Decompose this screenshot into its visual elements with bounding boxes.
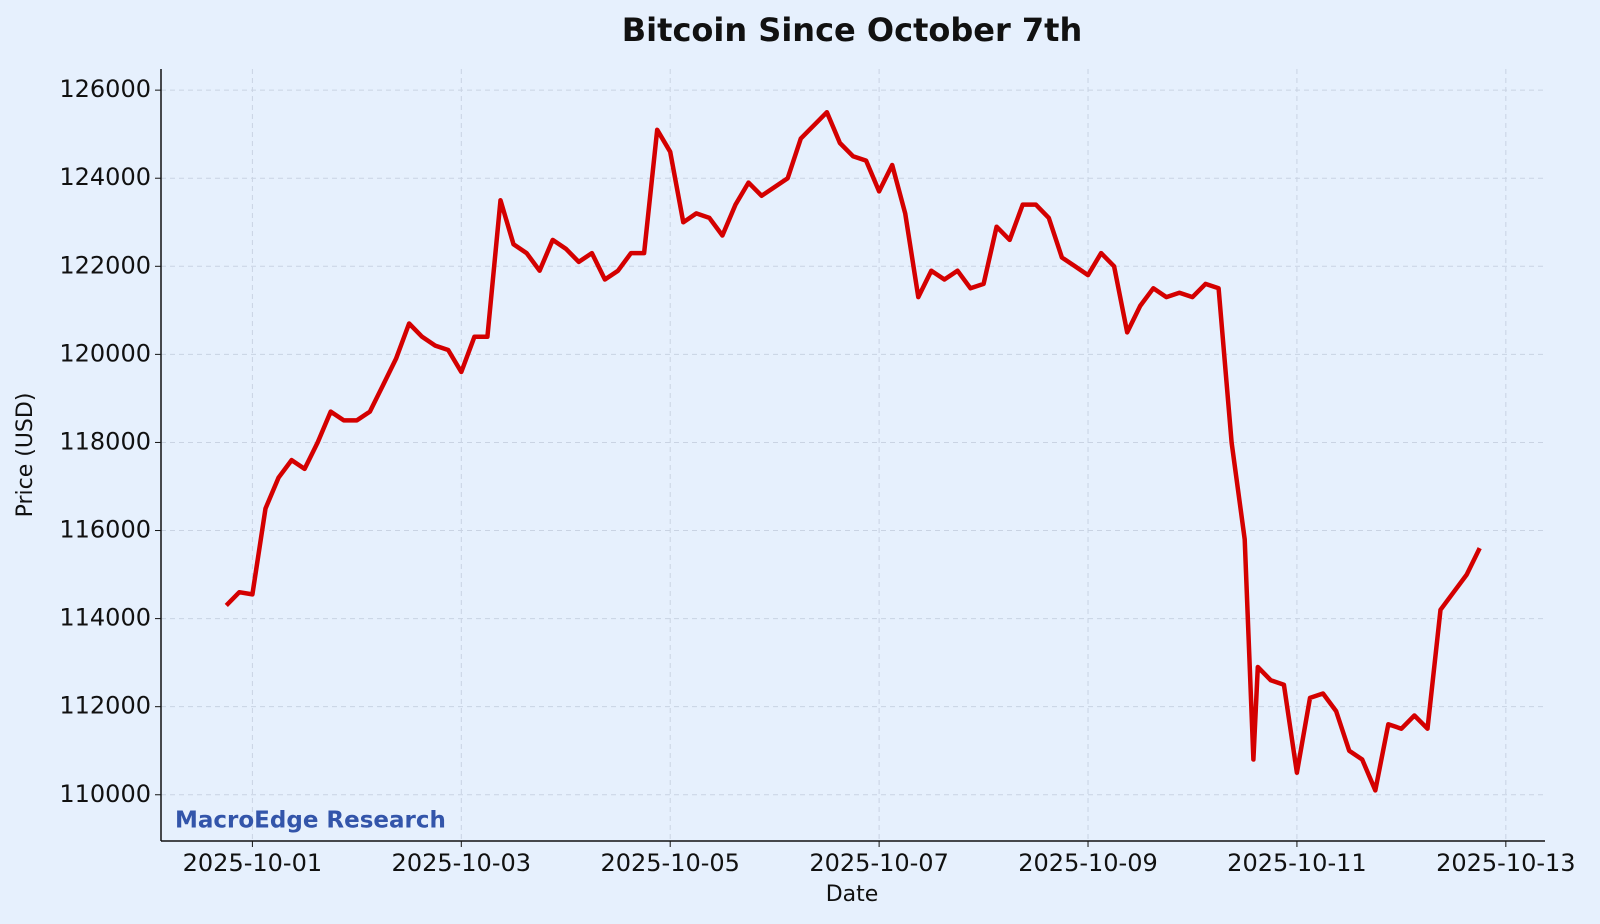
y-axis-label: Price (USD) <box>13 393 38 518</box>
chart-title: Bitcoin Since October 7th <box>622 11 1082 49</box>
annotation: MacroEdge Research <box>175 808 446 834</box>
x-tick-label: 2025-10-09 <box>1018 849 1157 877</box>
x-tick-label: 2025-10-13 <box>1436 849 1575 877</box>
x-tick-label: 2025-10-01 <box>183 849 322 877</box>
x-axis-label: Date <box>826 882 879 907</box>
y-tick-label: 122000 <box>59 251 151 279</box>
y-tick-label: 116000 <box>59 516 151 544</box>
y-tick-label: 118000 <box>59 427 151 455</box>
x-tick-label: 2025-10-05 <box>600 849 739 877</box>
x-tick-label: 2025-10-03 <box>392 849 531 877</box>
y-tick-label: 110000 <box>59 780 151 808</box>
price-line <box>224 109 1482 793</box>
x-tick-label: 2025-10-11 <box>1227 849 1366 877</box>
x-tick-label: 2025-10-07 <box>809 849 948 877</box>
y-tick-label: 112000 <box>59 692 151 720</box>
y-tick-label: 120000 <box>59 339 151 367</box>
y-tick-label: 126000 <box>59 75 151 103</box>
y-tick-label: 114000 <box>59 604 151 632</box>
y-tick-label: 124000 <box>59 163 151 191</box>
